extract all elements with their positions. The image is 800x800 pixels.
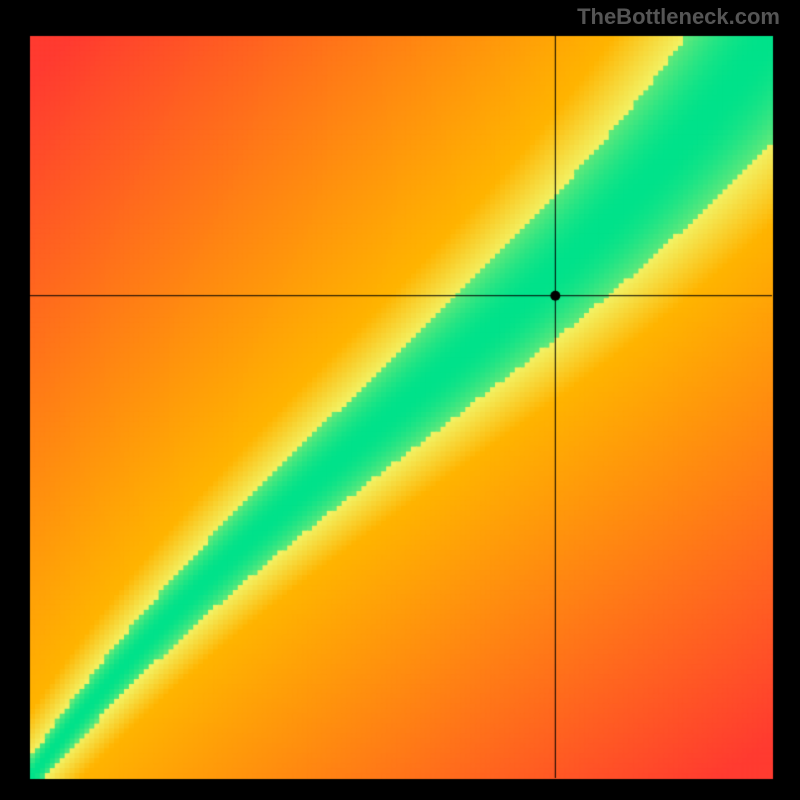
watermark-text: TheBottleneck.com [577,4,780,30]
bottleneck-heatmap [0,0,800,800]
